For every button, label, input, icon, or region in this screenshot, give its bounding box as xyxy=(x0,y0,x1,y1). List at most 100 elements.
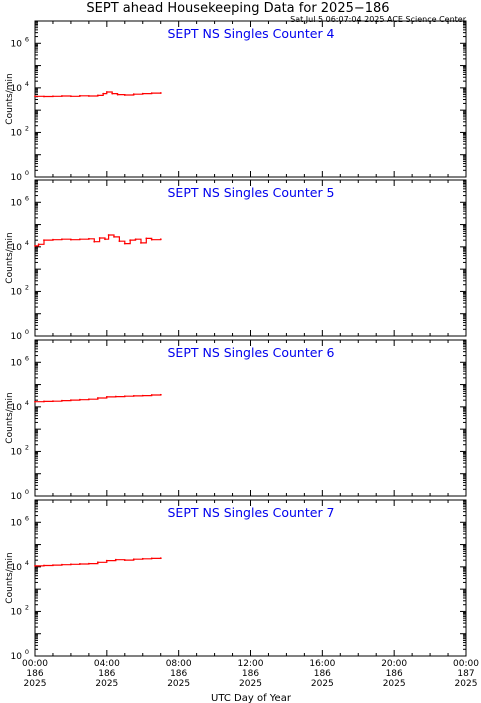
x-tick-label: 186 xyxy=(386,669,403,679)
data-point xyxy=(129,239,132,242)
data-point xyxy=(78,94,81,97)
data-point xyxy=(150,92,153,95)
data-point xyxy=(70,95,72,98)
y-tick-exponent: 0 xyxy=(25,328,29,336)
x-tick-label: 08:00 xyxy=(166,659,192,669)
x-tick-label: 16:00 xyxy=(309,659,335,669)
panel-frame xyxy=(34,499,467,657)
data-point xyxy=(70,399,72,402)
series-line xyxy=(35,394,162,403)
data-point xyxy=(52,564,54,566)
y-tick-label: 10 xyxy=(11,84,23,94)
y-tick-exponent: 0 xyxy=(25,648,29,656)
data-point xyxy=(114,558,117,561)
data-point xyxy=(102,92,105,95)
y-tick-label: 10 xyxy=(11,287,23,297)
y-axis-label: Counts/min xyxy=(5,392,15,443)
data-point xyxy=(43,400,45,403)
y-tick-label: 10 xyxy=(11,243,23,253)
panel-title: SEPT NS Singles Counter 7 xyxy=(167,505,334,520)
data-point xyxy=(123,559,126,562)
y-tick-label: 10 xyxy=(11,128,23,138)
data-point xyxy=(61,95,63,97)
data-point xyxy=(141,394,144,397)
data-point xyxy=(52,400,54,403)
y-tick-label: 10 xyxy=(11,39,23,49)
data-point xyxy=(61,399,63,402)
panel-title: SEPT NS Singles Counter 4 xyxy=(167,26,334,41)
data-point xyxy=(141,92,144,95)
series-line xyxy=(35,234,162,247)
data-point xyxy=(145,237,148,240)
data-point xyxy=(123,94,126,96)
data-point xyxy=(96,94,99,97)
x-axis-title: UTC Day of Year xyxy=(211,693,292,703)
data-point xyxy=(105,395,108,398)
x-tick-label: 2025 xyxy=(95,679,118,689)
data-point xyxy=(159,393,162,396)
data-point xyxy=(118,240,121,243)
x-tick-label: 12:00 xyxy=(238,659,264,669)
y-tick-exponent: 2 xyxy=(25,124,29,132)
series-line xyxy=(35,557,162,567)
panel-frame xyxy=(34,179,467,337)
data-point xyxy=(43,564,45,567)
data-point xyxy=(150,557,153,560)
data-point xyxy=(123,395,126,398)
data-point xyxy=(34,565,36,567)
data-point xyxy=(78,563,81,565)
x-tick-label: 186 xyxy=(98,669,115,679)
y-tick-exponent: 6 xyxy=(25,194,29,202)
data-point xyxy=(87,95,90,97)
data-point xyxy=(105,559,108,562)
data-point xyxy=(132,558,135,561)
y-tick-exponent: 0 xyxy=(25,488,29,496)
y-tick-exponent: 4 xyxy=(25,399,29,407)
x-tick-labels: 00:00186202504:00186202508:00186202512:0… xyxy=(22,659,479,689)
data-point xyxy=(141,557,144,560)
data-point xyxy=(150,394,153,396)
panel-title: SEPT NS Singles Counter 5 xyxy=(167,185,334,200)
x-tick-label: 186 xyxy=(242,669,259,679)
y-tick-exponent: 6 xyxy=(25,35,29,43)
data-point xyxy=(34,245,36,247)
data-point xyxy=(70,563,72,566)
data-point xyxy=(159,557,162,560)
y-tick-label: 10 xyxy=(11,447,23,457)
data-point xyxy=(78,238,81,241)
data-point xyxy=(134,238,137,241)
data-point xyxy=(116,93,119,96)
y-tick-exponent: 4 xyxy=(25,239,29,247)
x-tick-label: 2025 xyxy=(239,679,262,689)
data-point xyxy=(140,242,142,244)
data-point xyxy=(61,563,63,566)
data-point xyxy=(132,93,135,96)
x-tick-label: 00:00 xyxy=(22,659,48,669)
y-axis-label: Counts/min xyxy=(5,232,15,283)
data-point xyxy=(150,238,153,241)
x-tick-label: 2025 xyxy=(383,679,406,689)
data-point xyxy=(87,398,90,401)
data-point xyxy=(159,238,162,241)
y-tick-label: 10 xyxy=(11,563,23,573)
y-tick-exponent: 2 xyxy=(25,443,29,451)
data-point xyxy=(111,92,114,95)
y-tick-label: 10 xyxy=(11,173,23,183)
x-tick-label: 186 xyxy=(314,669,331,679)
y-tick-label: 10 xyxy=(11,332,23,342)
chart-subtitle: Sat Jul 5 06:07:04 2025 ACE Science Cent… xyxy=(290,15,467,24)
y-tick-label: 10 xyxy=(11,518,23,528)
data-point xyxy=(87,562,90,565)
x-tick-label: 2025 xyxy=(311,679,334,689)
data-point xyxy=(96,561,99,564)
data-point xyxy=(114,395,117,398)
data-point xyxy=(132,395,135,397)
data-point xyxy=(37,243,40,246)
y-tick-exponent: 6 xyxy=(25,514,29,522)
y-tick-exponent: 4 xyxy=(25,80,29,88)
y-tick-label: 10 xyxy=(11,492,23,502)
